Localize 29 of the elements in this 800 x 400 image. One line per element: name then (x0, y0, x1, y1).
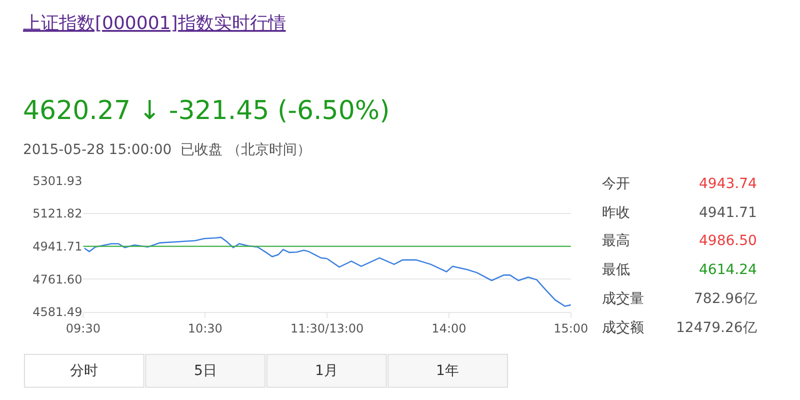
text: 分时 (70, 363, 98, 379)
text: 4941.71 (699, 205, 757, 221)
x-tick-label: 14:00 (432, 321, 466, 336)
x-tick-label: 10:30 (188, 321, 222, 336)
text: 4614.24 (699, 262, 757, 278)
text: 4986.50 (699, 233, 757, 249)
y-tick-label: 4581.49 (32, 305, 82, 320)
text: 今开 (602, 176, 630, 192)
chart-title: 上证指数[000001]指数实时行情 (23, 13, 286, 34)
text: 1年 (436, 363, 459, 379)
x-tick-label: 15:00 (554, 321, 588, 336)
text: 2015-05-28 15:00:00 已收盘 （北京时间） (23, 142, 312, 158)
text: 最高 (602, 233, 630, 249)
text: 1月 (315, 363, 338, 379)
text: 4943.74 (699, 176, 757, 192)
y-tick-label: 5121.82 (32, 206, 82, 221)
text: 昨收 (602, 205, 630, 221)
y-tick-label: 4941.71 (32, 240, 82, 254)
y-tick-label: 4761.60 (32, 272, 82, 286)
chart-subtitle: 4620.27 ↓ -321.45 (-6.50%) (23, 96, 390, 126)
x-tick-label: 09:30 (66, 321, 101, 336)
text: 5日 (194, 363, 217, 379)
y-tick-label: 5301.93 (32, 174, 82, 188)
text: 782.96亿 (694, 291, 757, 307)
text: 成交额 (602, 320, 644, 336)
text: 12479.26亿 (676, 320, 757, 336)
text: 成交量 (602, 291, 644, 307)
text: 最低 (602, 262, 630, 278)
x-tick-label: 11:30/13:00 (290, 321, 364, 336)
